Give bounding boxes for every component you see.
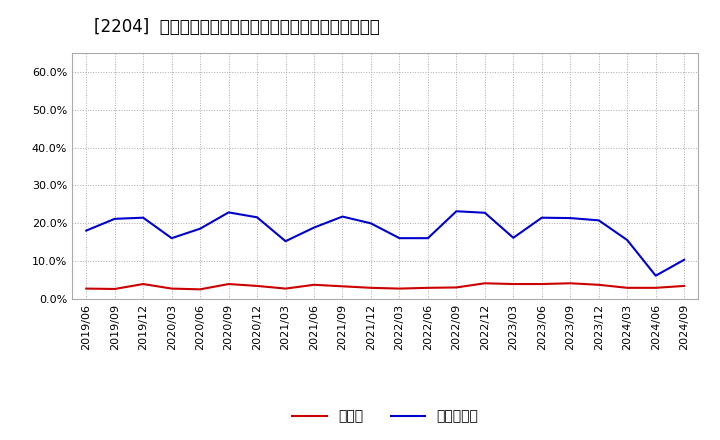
有利子負債 — [680, 257, 688, 262]
有利子負債 — [509, 235, 518, 240]
有利子負債 — [366, 221, 375, 226]
有利子負債 — [595, 218, 603, 223]
現預金 — [338, 284, 347, 289]
現預金 — [395, 286, 404, 291]
現預金 — [537, 282, 546, 287]
有利子負債 — [623, 238, 631, 243]
現預金 — [139, 282, 148, 287]
現預金 — [253, 283, 261, 289]
有利子負債 — [196, 226, 204, 231]
Legend: 現預金, 有利子負債: 現預金, 有利子負債 — [292, 410, 478, 424]
現預金 — [167, 286, 176, 291]
有利子負債 — [110, 216, 119, 221]
有利子負債 — [167, 235, 176, 241]
現預金 — [282, 286, 290, 291]
現預金 — [82, 286, 91, 291]
有利子負債 — [652, 273, 660, 279]
有利子負債 — [225, 210, 233, 215]
有利子負債 — [253, 215, 261, 220]
有利子負債 — [338, 214, 347, 219]
現預金 — [623, 285, 631, 290]
現預金 — [366, 285, 375, 290]
現預金 — [680, 283, 688, 289]
有利子負債 — [537, 215, 546, 220]
有利子負債 — [480, 210, 489, 216]
Line: 現預金: 現預金 — [86, 283, 684, 290]
有利子負債 — [82, 228, 91, 233]
現預金 — [566, 281, 575, 286]
現預金 — [595, 282, 603, 287]
有利子負債 — [423, 235, 432, 241]
現預金 — [423, 285, 432, 290]
有利子負債 — [395, 235, 404, 241]
現預金 — [196, 287, 204, 292]
現預金 — [452, 285, 461, 290]
現預金 — [310, 282, 318, 287]
現預金 — [509, 282, 518, 287]
Text: [2204]  現預金、有利子負債の総資産に対する比率の推移: [2204] 現預金、有利子負債の総資産に対する比率の推移 — [94, 18, 379, 36]
有利子負債 — [282, 238, 290, 244]
現預金 — [110, 286, 119, 292]
現預金 — [225, 282, 233, 287]
有利子負債 — [310, 225, 318, 230]
有利子負債 — [452, 209, 461, 214]
現預金 — [652, 285, 660, 290]
現預金 — [480, 281, 489, 286]
有利子負債 — [566, 216, 575, 221]
Line: 有利子負債: 有利子負債 — [86, 211, 684, 276]
有利子負債 — [139, 215, 148, 220]
